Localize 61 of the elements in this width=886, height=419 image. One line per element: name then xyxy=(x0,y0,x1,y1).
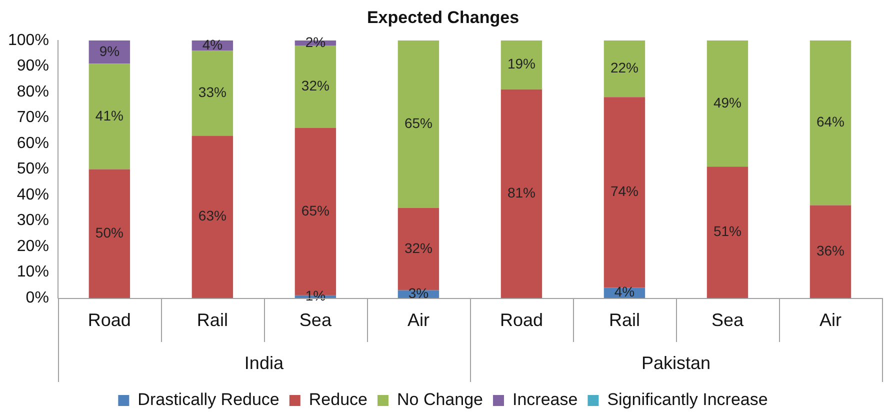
x-tick-label: Sea xyxy=(711,310,744,330)
y-tick-label: 80% xyxy=(16,83,49,100)
y-tick-label: 90% xyxy=(16,58,49,75)
bar xyxy=(810,40,852,206)
y-tick-label: 60% xyxy=(16,134,49,152)
data-label: 4% xyxy=(202,36,223,52)
data-label: 3% xyxy=(408,284,429,301)
data-label: 51% xyxy=(713,223,742,240)
x-tick-label: Air xyxy=(407,310,430,330)
y-tick-label: 10% xyxy=(16,264,49,281)
data-label: 49% xyxy=(713,94,742,110)
bar xyxy=(88,64,130,170)
data-label: 81% xyxy=(507,184,536,201)
bar xyxy=(810,205,852,298)
text: India xyxy=(244,352,284,373)
legend-label: Reduce xyxy=(308,390,368,410)
bar xyxy=(398,40,440,208)
y-tick-label: 40% xyxy=(16,186,49,204)
bar xyxy=(604,40,646,98)
x-tick-label: Rail xyxy=(196,310,228,330)
y-tick-label: 20% xyxy=(16,238,49,255)
bar xyxy=(706,166,748,298)
legend-label: Increase xyxy=(512,390,578,410)
y-tick-label: 70% xyxy=(16,109,49,126)
bar xyxy=(88,169,130,298)
x-tick-label: Air xyxy=(819,310,842,330)
data-label: 74% xyxy=(610,183,638,200)
y-tick-label: 100% xyxy=(8,32,49,49)
data-label: 9% xyxy=(99,42,120,59)
y-tick-label: 0% xyxy=(26,289,49,306)
legend-label: Drastically Reduce xyxy=(138,390,280,410)
data-label: 65% xyxy=(404,114,432,131)
x-tick-label: Sea xyxy=(299,310,332,330)
bar xyxy=(500,89,542,298)
data-label: 32% xyxy=(301,78,330,94)
data-label: 4% xyxy=(614,284,635,300)
x-tick-label: Road xyxy=(88,310,131,330)
bar xyxy=(604,97,646,288)
chart-title: Expected Changes xyxy=(366,8,520,27)
bar xyxy=(192,50,234,136)
legend-label: Significantly Increase xyxy=(607,390,768,410)
x-tick-label: Road xyxy=(500,310,543,330)
x-tick-label: Rail xyxy=(608,310,640,330)
bar xyxy=(500,40,542,90)
bar xyxy=(192,136,234,298)
data-label: 50% xyxy=(95,224,124,240)
y-tick-label: 50% xyxy=(16,160,49,178)
data-label: 36% xyxy=(816,242,845,258)
legend-label: No Change xyxy=(396,390,483,410)
y-tick-label: 30% xyxy=(16,212,49,230)
data-label: 22% xyxy=(610,60,638,76)
data-label: 63% xyxy=(198,208,226,224)
data-label: 64% xyxy=(816,114,845,130)
bar xyxy=(294,46,336,128)
data-label: 19% xyxy=(507,56,536,72)
data-label: 33% xyxy=(198,84,226,100)
data-label: 41% xyxy=(95,107,124,124)
text: Pakistan xyxy=(641,352,711,373)
data-label: 32% xyxy=(404,240,432,256)
bar xyxy=(706,40,748,167)
data-label: 65% xyxy=(301,202,330,219)
